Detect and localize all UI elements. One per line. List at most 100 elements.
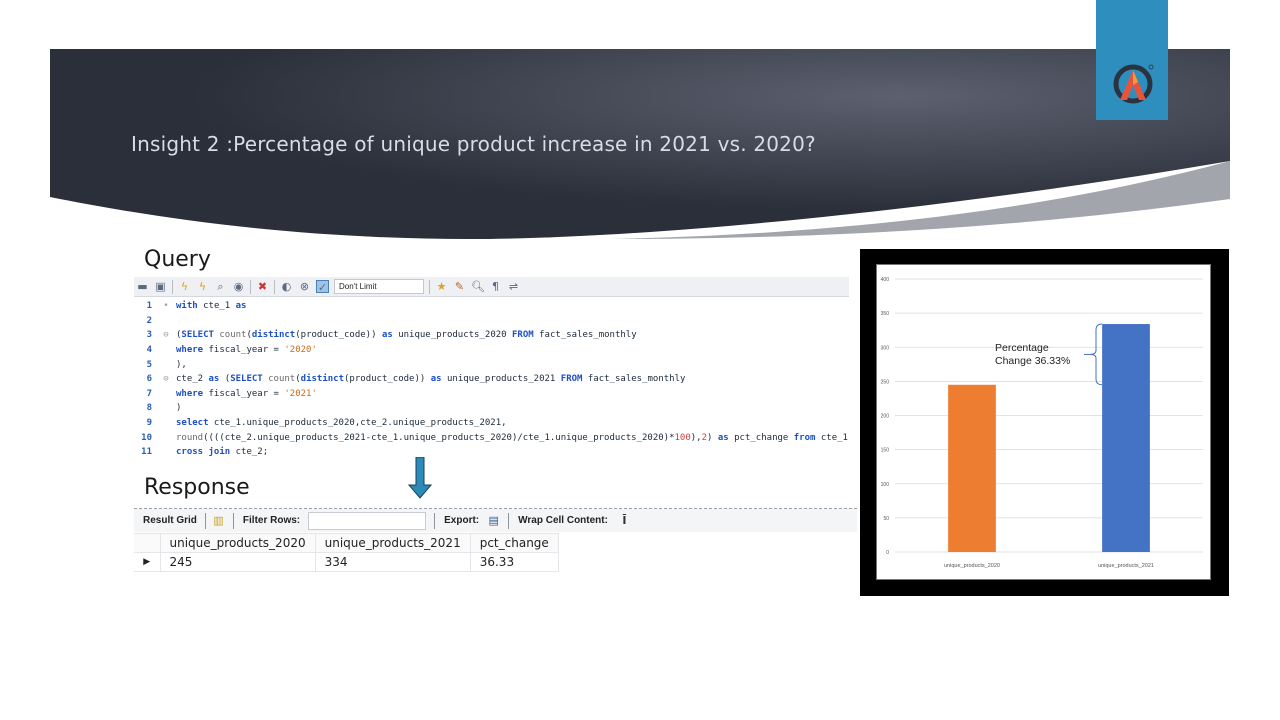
wrap-content-label: Wrap Cell Content:	[518, 515, 608, 526]
sql-editor[interactable]: ▬ ▣ ϟ ϟ ⌕ ◉ ✖ ◐ ⊗ ✓ Don't Limit ★ ✎ 🔍︎ ¶…	[134, 277, 849, 457]
code-token: 2	[701, 432, 708, 443]
bar	[1102, 324, 1150, 552]
code-token: cte_1	[815, 432, 848, 443]
code-token: distinct	[300, 374, 345, 385]
y-tick-label: 300	[881, 345, 890, 351]
header-banner	[50, 49, 1230, 239]
fold-marker[interactable]: ⊖	[163, 374, 169, 385]
grid-layout-icon[interactable]: ▥	[213, 514, 224, 527]
code-token: as	[235, 301, 247, 312]
invisible-chars-icon[interactable]: ¶	[492, 280, 499, 293]
code-token: (	[176, 330, 182, 341]
chart-panel: 0 50 100 150 200 250 300 350 400 unique_products_…	[876, 264, 1211, 580]
code-token: )	[176, 403, 182, 414]
code-token: unique_products_2021	[441, 374, 561, 385]
code-token: distinct	[251, 330, 296, 341]
code-token: SELECT	[230, 374, 263, 385]
code-token: as	[430, 374, 442, 385]
chart-frame: 0 50 100 150 200 250 300 350 400 unique_products_…	[860, 249, 1229, 596]
code-token: (product_code))	[344, 374, 431, 385]
code-line[interactable]: 9 select cte_1.unique_products_2020,cte_2…	[134, 416, 849, 431]
line-number: 9	[146, 418, 152, 429]
row-header-corner	[134, 533, 161, 553]
code-token: 100	[674, 432, 691, 443]
code-token: with	[176, 301, 198, 312]
arrow-down-icon	[408, 457, 432, 499]
line-number: 1	[146, 301, 152, 312]
code-line[interactable]: 3 ⊖(SELECT count(distinct (product_code)) …	[134, 328, 849, 343]
wrap-content-icon[interactable]: Ī	[622, 514, 627, 527]
explain-icon[interactable]: ⌕	[217, 280, 224, 293]
export-icon[interactable]: ▤	[488, 514, 499, 527]
table-cell[interactable]: 36.33	[469, 552, 559, 572]
code-line[interactable]: 6 ⊖ cte_2 as (SELECT count(distinct (produc…	[134, 372, 849, 387]
beautify-icon[interactable]: ✎	[454, 280, 465, 293]
code-token: unique_products_2020	[392, 330, 512, 341]
line-number: 6	[146, 374, 152, 385]
execute-icon[interactable]: ϟ	[180, 280, 189, 293]
bookmark-icon[interactable]: ★	[436, 280, 447, 293]
rollback-icon[interactable]: ⊗	[299, 280, 310, 293]
stop-icon[interactable]: ◉	[233, 280, 244, 293]
code-area[interactable]: 1 • with cte_1 as 2 3 ⊖(SELECT count(distinct…	[134, 297, 849, 460]
code-token: round	[176, 432, 204, 443]
code-token: from	[793, 432, 816, 443]
autocommit-icon[interactable]: ✓	[316, 280, 329, 294]
column-header[interactable]: unique_products_2020	[159, 533, 316, 553]
code-token: SELECT	[181, 330, 214, 341]
code-token: as	[208, 374, 220, 385]
code-token: )	[707, 432, 718, 443]
annotation-text: Percentage	[995, 342, 1049, 354]
code-token: cte_1	[197, 301, 236, 312]
slide-title: Insight 2 :Percentage of unique product …	[131, 132, 816, 156]
y-tick-label: 0	[886, 550, 889, 556]
column-header[interactable]: pct_change	[469, 533, 559, 553]
code-token: cte_2	[176, 374, 209, 385]
table-row[interactable]: ▶ 245 334 36.33	[134, 552, 559, 572]
column-header[interactable]: unique_products_2021	[314, 533, 471, 553]
code-token: cte_1.unique_products_2020,cte_2.unique_…	[208, 418, 507, 429]
line-number: 8	[146, 403, 152, 414]
annotation-bracket	[1089, 323, 1103, 386]
save-icon[interactable]: ▣	[155, 280, 166, 293]
table-cell[interactable]: 334	[314, 552, 471, 572]
fold-marker[interactable]: ⊖	[163, 330, 169, 341]
code-line[interactable]: 10 round ((((cte_2.unique_products_2021-ct…	[134, 430, 849, 445]
execute-current-icon[interactable]: ϟ	[198, 280, 207, 293]
y-tick-label: 50	[883, 516, 889, 522]
code-token: FROM	[560, 374, 583, 385]
code-line[interactable]: 11 cross join cte_2;	[134, 445, 849, 460]
code-token: '2020'	[284, 345, 317, 356]
code-line[interactable]: 5),	[134, 357, 849, 372]
filter-rows-input[interactable]	[308, 511, 427, 530]
code-token: where	[176, 345, 204, 356]
line-number: 10	[141, 432, 152, 443]
result-header-row: unique_products_2020 unique_products_202…	[134, 533, 559, 553]
line-number: 2	[146, 315, 152, 326]
table-cell[interactable]: 245	[159, 552, 316, 572]
code-line[interactable]: 8)	[134, 401, 849, 416]
limit-select[interactable]: Don't Limit	[334, 279, 424, 294]
code-line[interactable]: 4 where fiscal_year = '2020'	[134, 343, 849, 358]
code-token: cross join	[176, 447, 231, 458]
toolbar-divider	[434, 512, 436, 529]
line-number: 4	[146, 345, 152, 356]
bar-chart: 0 50 100 150 200 250 300 350 400 unique_products_…	[881, 277, 1203, 569]
commit-icon[interactable]: ◐	[281, 280, 292, 293]
find-icon[interactable]: 🔍︎	[471, 280, 485, 293]
wrap-lines-icon[interactable]: ⇌	[508, 280, 519, 293]
query-label: Query	[144, 247, 211, 272]
x-tick-label: unique_products_2020	[944, 563, 1000, 569]
code-token: (product_code))	[295, 330, 382, 341]
toolbar-divider	[429, 279, 430, 294]
code-line[interactable]: 2	[134, 314, 849, 329]
code-line[interactable]: 7 where fiscal_year = '2021'	[134, 387, 849, 402]
y-tick-label: 350	[881, 311, 890, 317]
code-token: (	[295, 374, 301, 385]
open-folder-icon[interactable]: ▬	[137, 280, 148, 293]
y-tick-label: 150	[881, 448, 890, 454]
code-line[interactable]: 1 • with cte_1 as	[134, 299, 849, 314]
toggle-error-icon[interactable]: ✖	[257, 280, 268, 293]
code-token: select	[176, 418, 209, 429]
result-grid-tab[interactable]: Result Grid	[143, 515, 197, 526]
